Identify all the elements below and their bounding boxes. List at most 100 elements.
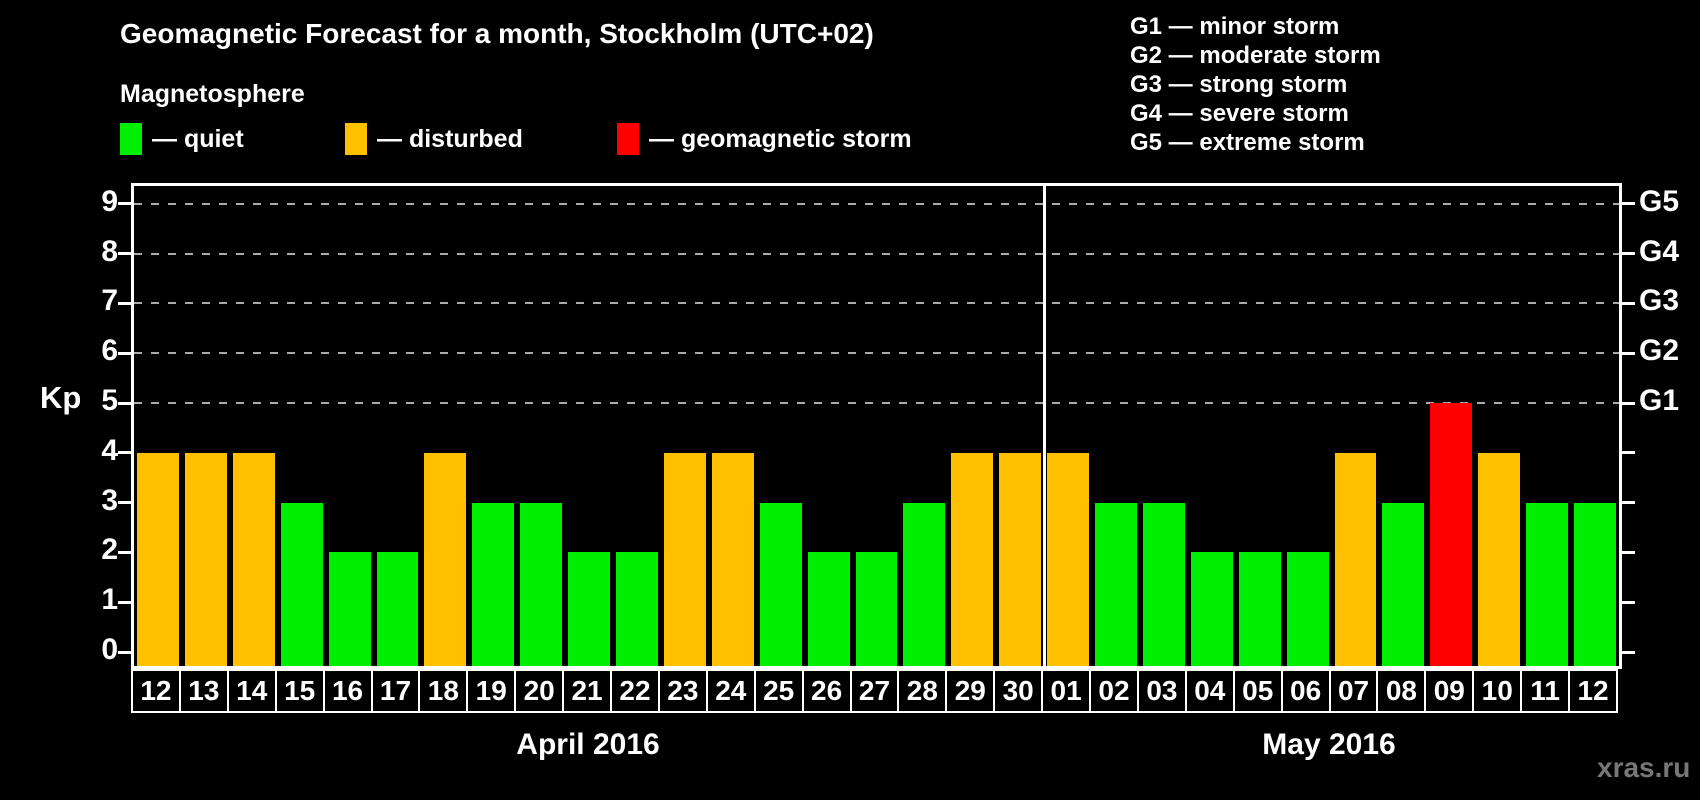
- g-level-label-g4: G4: [1639, 234, 1680, 268]
- g-scale-line-g3: G3 — strong storm: [1130, 71, 1348, 98]
- month-label-may: May 2016: [1262, 728, 1396, 761]
- left-tick-kp1: [118, 600, 131, 604]
- day-label-apr-25: 25: [753, 669, 804, 713]
- kp-bar-day-12: [1574, 502, 1616, 666]
- day-label-apr-27: 27: [849, 669, 900, 713]
- month-label-april: April 2016: [516, 728, 660, 761]
- kp-bar-day-22: [616, 552, 658, 666]
- g-scale-line-g5: G5 — extreme storm: [1130, 129, 1365, 156]
- left-tick-kp3: [118, 501, 131, 505]
- day-label-may-03: 03: [1136, 669, 1187, 713]
- right-tick-kp1: [1622, 600, 1635, 604]
- day-label-apr-28: 28: [897, 669, 948, 713]
- day-label-may-04: 04: [1184, 669, 1235, 713]
- y-tick-label-7: 7: [101, 284, 118, 318]
- y-axis-title: Kp: [40, 380, 82, 415]
- right-tick-kp9: [1622, 202, 1635, 206]
- day-label-apr-21: 21: [562, 669, 613, 713]
- day-label-may-12: 12: [1568, 669, 1618, 713]
- right-tick-kp2: [1622, 550, 1635, 554]
- right-tick-kp8: [1622, 252, 1635, 256]
- kp-bar-day-27: [855, 552, 898, 666]
- day-label-apr-19: 19: [466, 669, 517, 713]
- y-tick-label-0: 0: [101, 633, 118, 666]
- kp-bar-day-29: [951, 452, 994, 666]
- left-tick-kp5: [118, 401, 131, 405]
- left-tick-kp7: [118, 301, 131, 305]
- day-label-may-08: 08: [1376, 669, 1427, 713]
- gridline-kp7: [134, 302, 1619, 305]
- kp-bar-day-15: [280, 502, 323, 666]
- disturbed-color-swatch: [345, 123, 367, 155]
- day-label-apr-23: 23: [657, 669, 708, 713]
- day-label-apr-26: 26: [801, 669, 852, 713]
- g-level-label-g3: G3: [1639, 284, 1680, 318]
- kp-bar-day-19: [472, 502, 515, 666]
- chart-title: Geomagnetic Forecast for a month, Stockh…: [120, 18, 874, 49]
- kp-bar-day-11: [1526, 502, 1569, 666]
- kp-bar-day-02: [1095, 502, 1137, 666]
- kp-bar-day-14: [232, 452, 275, 666]
- day-label-apr-13: 13: [178, 669, 229, 713]
- g-scale-line-g2: G2 — moderate storm: [1130, 42, 1381, 69]
- day-label-apr-14: 14: [226, 669, 277, 713]
- g-scale-legend: G1 — minor storm G2 — moderate storm G3 …: [1130, 12, 1381, 157]
- right-tick-kp7: [1622, 301, 1635, 305]
- day-label-may-10: 10: [1472, 669, 1523, 713]
- day-label-apr-24: 24: [705, 669, 756, 713]
- y-tick-label-5: 5: [101, 384, 118, 417]
- kp-bar-day-04: [1190, 552, 1233, 666]
- kp-bar-day-21: [568, 552, 611, 666]
- left-tick-kp4: [118, 451, 131, 455]
- y-tick-label-9: 9: [101, 184, 118, 218]
- gridline-kp8: [134, 252, 1619, 255]
- g-scale-line-g1: G1 — minor storm: [1130, 13, 1340, 40]
- y-tick-label-1: 1: [101, 583, 118, 617]
- legend-label-storm: — geomagnetic storm: [649, 125, 912, 153]
- watermark: xras.ru: [1597, 752, 1691, 783]
- day-label-may-11: 11: [1520, 669, 1571, 713]
- right-tick-kp5: [1622, 401, 1635, 405]
- day-label-may-01: 01: [1041, 669, 1092, 713]
- day-label-apr-15: 15: [274, 669, 325, 713]
- kp-bar-day-30: [999, 452, 1042, 666]
- kp-bar-day-23: [663, 452, 706, 666]
- day-label-may-07: 07: [1328, 669, 1379, 713]
- plot-area: [118, 183, 1635, 669]
- chart-subtitle: Magnetosphere: [120, 80, 305, 108]
- left-tick-kp6: [118, 351, 131, 355]
- kp-bar-day-10: [1478, 452, 1521, 666]
- g-level-label-g2: G2: [1639, 334, 1680, 368]
- kp-bar-day-07: [1334, 452, 1377, 666]
- day-label-apr-29: 29: [945, 669, 996, 713]
- right-tick-kp4: [1622, 451, 1635, 455]
- legend-label-quiet: — quiet: [152, 125, 244, 153]
- day-label-apr-17: 17: [370, 669, 421, 713]
- right-tick-kp3: [1622, 501, 1635, 505]
- day-label-may-09: 09: [1424, 669, 1475, 713]
- month-separator-line: [1042, 186, 1046, 666]
- left-tick-kp8: [118, 252, 131, 256]
- left-tick-kp2: [118, 550, 131, 554]
- gridline-kp5: [134, 402, 1619, 404]
- right-tick-kp0: [1622, 650, 1635, 654]
- kp-bar-day-17: [376, 552, 419, 666]
- y-tick-label-8: 8: [101, 234, 118, 268]
- legend-label-disturbed: — disturbed: [377, 125, 523, 153]
- kp-bar-day-24: [711, 452, 754, 666]
- quiet-color-swatch: [120, 123, 142, 155]
- g-level-label-g1: G1: [1639, 384, 1680, 417]
- y-tick-label-3: 3: [101, 483, 118, 517]
- kp-bar-day-12: [137, 452, 179, 666]
- kp-bar-day-09: [1430, 403, 1473, 666]
- gridline-kp6: [134, 352, 1619, 355]
- y-tick-label-4: 4: [101, 433, 118, 467]
- left-tick-kp0: [118, 650, 131, 654]
- right-tick-kp6: [1622, 351, 1635, 355]
- kp-bar-day-26: [807, 552, 850, 666]
- day-label-may-05: 05: [1232, 669, 1283, 713]
- day-label-apr-20: 20: [514, 669, 565, 713]
- day-label-apr-18: 18: [418, 669, 469, 713]
- kp-bar-day-01: [1047, 452, 1090, 666]
